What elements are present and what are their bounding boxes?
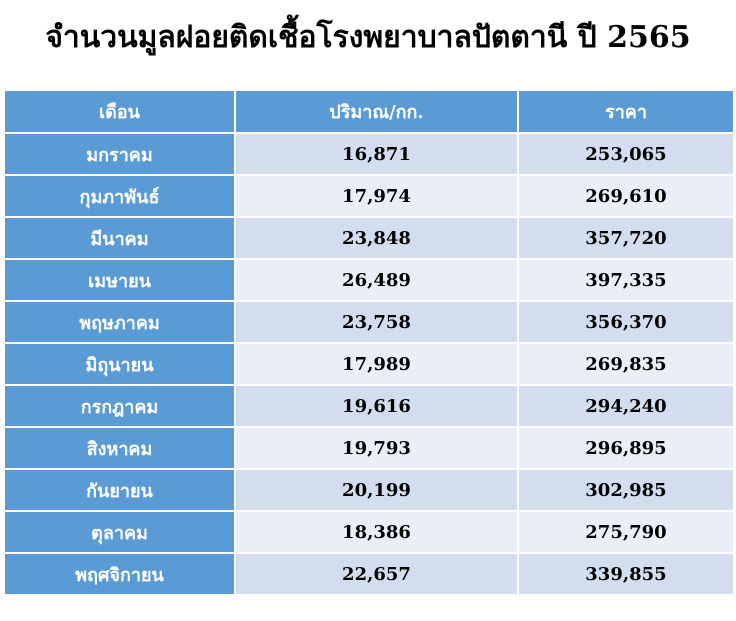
table-row: สิงหาคม 19,793 296,895 — [3, 426, 735, 470]
quantity-cell: 18,386 — [234, 510, 519, 554]
price-cell: 339,855 — [517, 552, 735, 596]
quantity-cell: 23,758 — [234, 300, 519, 344]
price-cell: 397,335 — [517, 258, 735, 302]
quantity-cell: 22,657 — [234, 552, 519, 596]
quantity-cell: 20,199 — [234, 468, 519, 512]
header-price: ราคา — [517, 89, 735, 134]
table-row: ตุลาคม 18,386 275,790 — [3, 510, 735, 554]
quantity-cell: 17,974 — [234, 174, 519, 218]
price-cell: 302,985 — [517, 468, 735, 512]
table-row: กรกฎาคม 19,616 294,240 — [3, 384, 735, 428]
table-header-row: เดือน ปริมาณ/กก. ราคา — [3, 89, 735, 134]
price-cell: 269,835 — [517, 342, 735, 386]
price-cell: 357,720 — [517, 216, 735, 260]
price-cell: 356,370 — [517, 300, 735, 344]
price-cell: 253,065 — [517, 132, 735, 176]
month-cell: พฤษภาคม — [3, 300, 236, 344]
month-cell: กุมภาพันธ์ — [3, 174, 236, 218]
quantity-cell: 16,871 — [234, 132, 519, 176]
price-cell: 294,240 — [517, 384, 735, 428]
price-cell: 275,790 — [517, 510, 735, 554]
table-row: เมษายน 26,489 397,335 — [3, 258, 735, 302]
price-cell: 269,610 — [517, 174, 735, 218]
month-cell: มกราคม — [3, 132, 236, 176]
quantity-cell: 19,616 — [234, 384, 519, 428]
table-row: กุมภาพันธ์ 17,974 269,610 — [3, 174, 735, 218]
table-row: มิถุนายน 17,989 269,835 — [3, 342, 735, 386]
month-cell: มิถุนายน — [3, 342, 236, 386]
month-cell: ตุลาคม — [3, 510, 236, 554]
table-row: มีนาคม 23,848 357,720 — [3, 216, 735, 260]
table-row: พฤษภาคม 23,758 356,370 — [3, 300, 735, 344]
month-cell: กรกฎาคม — [3, 384, 236, 428]
month-cell: กันยายน — [3, 468, 236, 512]
month-cell: เมษายน — [3, 258, 236, 302]
quantity-cell: 17,989 — [234, 342, 519, 386]
table-row: มกราคม 16,871 253,065 — [3, 132, 735, 176]
month-cell: มีนาคม — [3, 216, 236, 260]
price-cell: 296,895 — [517, 426, 735, 470]
quantity-cell: 19,793 — [234, 426, 519, 470]
quantity-cell: 26,489 — [234, 258, 519, 302]
month-cell: สิงหาคม — [3, 426, 236, 470]
table-row: กันยายน 20,199 302,985 — [3, 468, 735, 512]
quantity-cell: 23,848 — [234, 216, 519, 260]
table-row: พฤศจิกายน 22,657 339,855 — [3, 552, 735, 596]
header-quantity: ปริมาณ/กก. — [234, 89, 519, 134]
infectious-waste-table: เดือน ปริมาณ/กก. ราคา มกราคม 16,871 253,… — [3, 89, 735, 596]
month-cell: พฤศจิกายน — [3, 552, 236, 596]
page-title: จำนวนมูลฝอยติดเชื้อโรงพยาบาลปัตตานี ปี 2… — [45, 20, 691, 55]
header-month: เดือน — [3, 89, 236, 134]
